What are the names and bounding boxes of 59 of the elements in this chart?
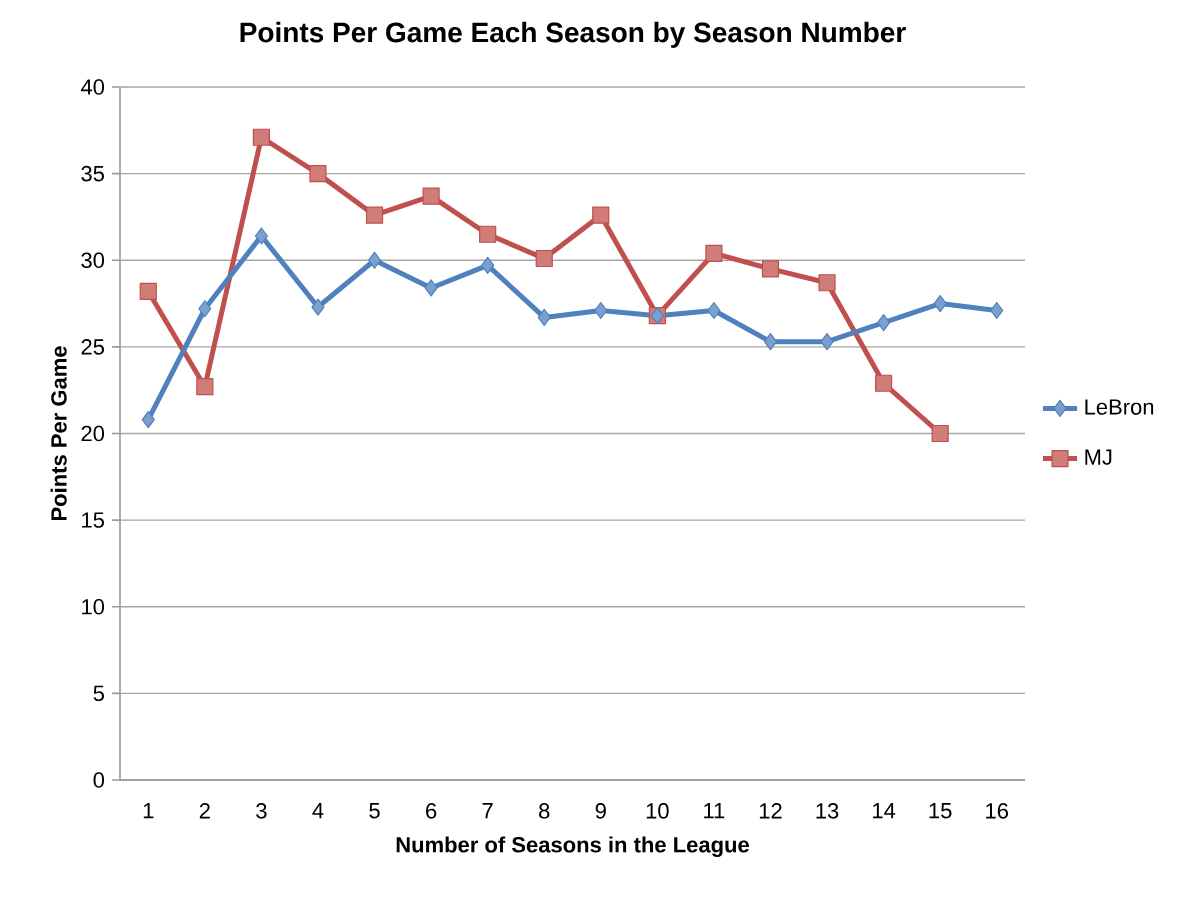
y-tick-label: 25 [81,339,104,355]
point [139,282,157,301]
point [594,301,608,320]
x-tick-label: 6 [426,803,437,819]
point [367,251,382,269]
y-tick-label: 20 [81,425,105,442]
point [252,128,270,146]
point [761,260,780,278]
y-tick-label: 30 [81,252,105,269]
point [535,249,553,268]
point [875,374,893,392]
point [141,411,155,429]
x-tick-label: 1 [143,803,154,819]
x-tick-label: 11 [704,803,725,819]
point [705,244,723,262]
x-tick-label: 13 [816,803,839,819]
point [311,298,325,316]
y-tick-label: 0 [93,772,105,788]
x-tick-label: 10 [646,803,669,819]
x-tick-label: 9 [595,803,606,819]
point [196,378,214,396]
point [479,225,497,243]
point [820,333,834,351]
point [763,333,778,351]
x-axis-title: Number of Seasons in the League [396,836,749,857]
legend-label: LeBron [1085,399,1154,415]
point [707,301,721,320]
point [254,227,268,245]
x-tick-label: 5 [369,803,380,819]
point [990,301,1004,320]
point [365,206,384,224]
point [537,308,551,327]
point [877,314,891,332]
y-tick-label: 35 [81,165,104,182]
x-tick-label: 8 [539,803,550,819]
point [481,256,495,275]
x-tick-label: 4 [312,803,324,819]
y-axis-title: Points Per Game [50,346,67,521]
chart-title: Points Per Game Each Season by Season Number [240,21,906,48]
x-tick-label: 16 [986,803,1008,819]
x-tick-label: 12 [759,803,782,819]
x-tick-label: 14 [873,803,896,819]
point [198,300,212,318]
x-tick-label: 15 [929,803,952,819]
point [422,187,440,205]
point [309,165,327,183]
point [933,294,947,313]
x-tick-label: 2 [199,803,210,819]
point [818,274,836,292]
point [424,279,438,297]
x-tick-label: 7 [482,803,493,819]
y-tick-label: 5 [93,685,104,702]
y-tick-label: 40 [80,79,105,95]
x-tick-label: 3 [256,803,267,819]
y-tick-label: 10 [82,598,105,615]
point [592,206,610,224]
legend-label: MJ [1085,449,1112,465]
y-tick-label: 15 [82,512,104,528]
point [931,424,949,443]
